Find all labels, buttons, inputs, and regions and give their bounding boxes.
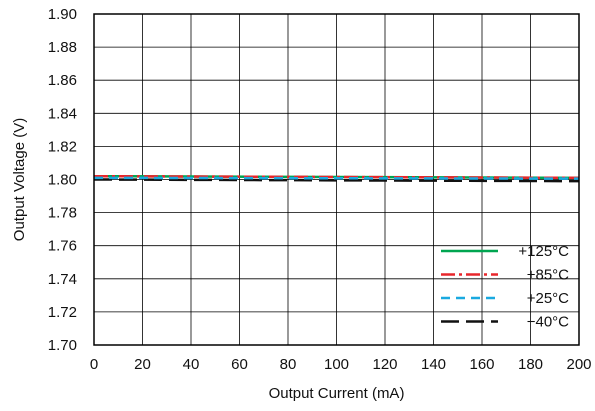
series-line xyxy=(93,176,580,180)
legend-label: +125°C xyxy=(518,243,569,260)
x-tick-label: 140 xyxy=(421,356,446,373)
y-tick-labels: 1.70 1.72 1.74 1.76 1.78 1.80 1.82 1.84 1.86 1.88… xyxy=(48,6,77,354)
y-tick-label: 1.82 xyxy=(48,138,77,155)
legend-label: +85°C xyxy=(527,267,569,284)
x-axis-title: Output Current (mA) xyxy=(269,385,405,402)
x-tick-label: 100 xyxy=(324,356,349,373)
legend-label: −40°C xyxy=(527,314,569,331)
y-tick-label: 1.84 xyxy=(48,105,77,122)
series-layer xyxy=(93,174,580,183)
series-line xyxy=(93,178,580,183)
y-tick-label: 1.86 xyxy=(48,72,77,89)
y-tick-label: 1.74 xyxy=(48,271,77,288)
x-tick-label: 0 xyxy=(90,356,98,373)
y-tick-label: 1.78 xyxy=(48,205,77,222)
x-tick-label: 20 xyxy=(134,356,151,373)
x-tick-label: 160 xyxy=(469,356,494,373)
y-tick-label: 1.90 xyxy=(48,6,77,23)
y-tick-label: 1.70 xyxy=(48,337,77,354)
y-axis-title: Output Voltage (V) xyxy=(11,118,28,241)
x-tick-label: 80 xyxy=(280,356,297,373)
y-tick-label: 1.76 xyxy=(48,238,77,255)
x-tick-label: 180 xyxy=(518,356,543,373)
legend-label: +25°C xyxy=(527,290,569,307)
x-tick-label: 120 xyxy=(372,356,397,373)
x-tick-label: 60 xyxy=(231,356,248,373)
legend: +125°C +85°C +25°C −40°C xyxy=(441,243,569,331)
y-tick-label: 1.88 xyxy=(48,39,77,56)
x-tick-labels: 0 20 40 60 80 100 120 140 160 180 200 xyxy=(90,356,592,373)
y-tick-label: 1.72 xyxy=(48,304,77,321)
x-tick-label: 200 xyxy=(566,356,591,373)
y-tick-label: 1.80 xyxy=(48,172,77,189)
series-line xyxy=(93,174,580,180)
plot-frame xyxy=(93,13,580,346)
x-tick-label: 40 xyxy=(183,356,200,373)
